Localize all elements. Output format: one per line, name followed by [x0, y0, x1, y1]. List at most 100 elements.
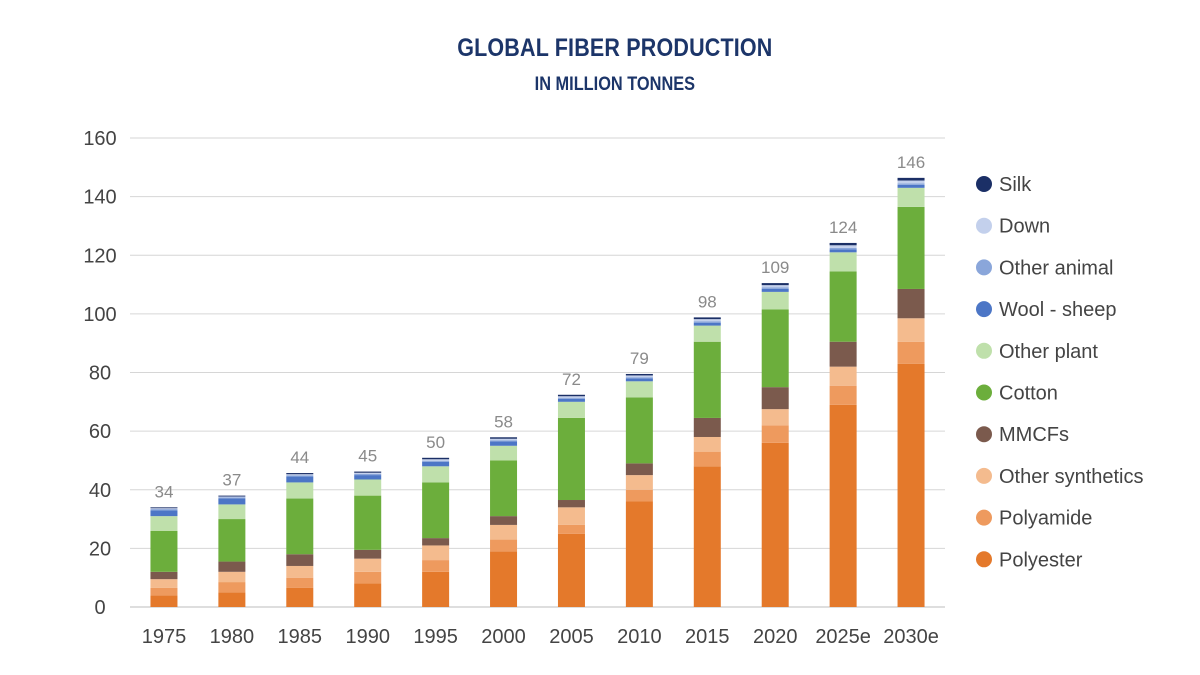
x-tick-label: 2010 [617, 626, 662, 648]
x-tick-label: 1995 [413, 626, 458, 648]
bar-segment-other-animal [422, 460, 450, 462]
bar-segment-polyester [693, 466, 721, 607]
total-label: 37 [222, 471, 241, 490]
x-tick-label: 1985 [278, 626, 323, 648]
total-label: 72 [562, 370, 581, 389]
bar-segment-polyamide [354, 571, 382, 584]
legend-label: MMCFs [999, 424, 1069, 446]
bar-segment-down [829, 245, 857, 248]
legend-item-silk: Silk [976, 174, 1032, 196]
bar-segment-down [286, 474, 314, 476]
bar-segment-polyamide [150, 587, 178, 596]
bar-segment-cotton [150, 530, 178, 572]
legend-swatch [976, 467, 992, 484]
bar-segment-mmcfs [286, 554, 314, 566]
bar-segment-other-plant [625, 381, 653, 398]
legend-swatch [976, 217, 992, 234]
bar-segment-wool-sheep [286, 476, 314, 483]
bar-segment-other-animal [557, 397, 585, 399]
total-label: 124 [829, 218, 857, 237]
bar-segment-polyamide [693, 451, 721, 467]
chart-subtitle: IN MILLION TONNES [534, 74, 696, 95]
bar-segment-cotton [625, 397, 653, 464]
x-tick-label: 2025e [815, 626, 871, 648]
bar-segment-down [150, 508, 178, 510]
bar-segment-mmcfs [829, 341, 857, 367]
bar-segment-mmcfs [422, 538, 450, 546]
total-label: 45 [358, 447, 377, 466]
legend-label: Cotton [999, 383, 1058, 405]
bar-segment-other-plant [490, 445, 518, 461]
x-tick-label: 2030e [883, 626, 939, 648]
bar-segment-polyester [490, 551, 518, 607]
bar-stack-1990 [354, 471, 382, 607]
bar-segment-wool-sheep [625, 378, 653, 382]
bar-segment-polyester [150, 595, 178, 607]
y-axis-ticks: 0 20 40 60 80 100 120 140 160 [83, 128, 116, 619]
bar-segment-down [422, 459, 450, 461]
bar-segment-cotton [557, 417, 585, 501]
bar-stack-2010 [625, 373, 653, 607]
y-tick-label: 20 [89, 538, 111, 560]
bar-segment-silk [354, 471, 382, 473]
bar-segment-other-synthetics [693, 436, 721, 452]
bar-segment-wool-sheep [218, 498, 246, 505]
bar-segment-down [557, 396, 585, 398]
bar-segment-polyester [354, 583, 382, 607]
legend-label: Silk [999, 174, 1032, 196]
bar-segment-other-animal [897, 183, 925, 185]
bar-stack-2015 [693, 317, 721, 607]
bar-segment-polyamide [829, 385, 857, 405]
bar-segment-cotton [490, 460, 518, 517]
bar-segment-cotton [693, 341, 721, 418]
bar-segment-other-plant [286, 482, 314, 499]
x-tick-label: 2005 [549, 626, 594, 648]
bar-stack-2025e [829, 242, 857, 607]
legend-item-down: Down [976, 216, 1050, 238]
bar-segment-down [218, 496, 246, 498]
bar-segment-wool-sheep [150, 510, 178, 517]
bar-segment-other-plant [422, 466, 450, 483]
total-label: 79 [630, 349, 649, 368]
y-tick-label: 0 [94, 597, 105, 619]
total-label: 58 [494, 412, 513, 431]
bar-segment-polyamide [761, 425, 789, 443]
y-tick-label: 160 [83, 128, 116, 150]
bar-segment-silk [761, 283, 789, 286]
bar-segment-wool-sheep [693, 322, 721, 326]
bar-segment-polyamide [490, 539, 518, 552]
bar-segment-mmcfs [693, 417, 721, 437]
bar-segment-silk [422, 457, 450, 460]
bar-segment-silk [897, 177, 925, 181]
bar-segment-other-plant [897, 187, 925, 207]
bar-segment-polyamide [286, 577, 314, 588]
total-label: 44 [290, 448, 309, 467]
legend-swatch [976, 509, 992, 526]
bar-segment-silk [150, 507, 178, 509]
bar-stack-2020 [761, 283, 789, 607]
bar-segment-mmcfs [150, 571, 178, 580]
bar-segment-polyester [897, 363, 925, 607]
bar-segment-cotton [422, 482, 450, 539]
bar-stack-1985 [286, 473, 314, 607]
bar-segment-cotton [761, 309, 789, 388]
bar-segment-cotton [218, 519, 246, 562]
bar-segment-polyamide [218, 582, 246, 593]
x-axis-ticks: 1975 1980 1985 1990 1995 2000 2005 2010 2015 2020… [142, 626, 939, 648]
bar-segment-other-plant [354, 479, 382, 496]
bar-segment-other-synthetics [218, 571, 246, 583]
bar-segment-other-plant [829, 252, 857, 272]
bar-segment-other-plant [693, 325, 721, 342]
bar-segment-wool-sheep [897, 184, 925, 188]
bar-segment-other-plant [557, 401, 585, 418]
bar-stack-1995 [422, 457, 450, 607]
bar-segment-other-animal [829, 247, 857, 250]
bar-segment-silk [286, 473, 314, 475]
gridlines [130, 137, 945, 608]
bar-segment-polyester [557, 533, 585, 607]
total-label: 50 [426, 433, 445, 452]
bar-segment-down [490, 438, 518, 441]
bar-segment-down [693, 319, 721, 322]
